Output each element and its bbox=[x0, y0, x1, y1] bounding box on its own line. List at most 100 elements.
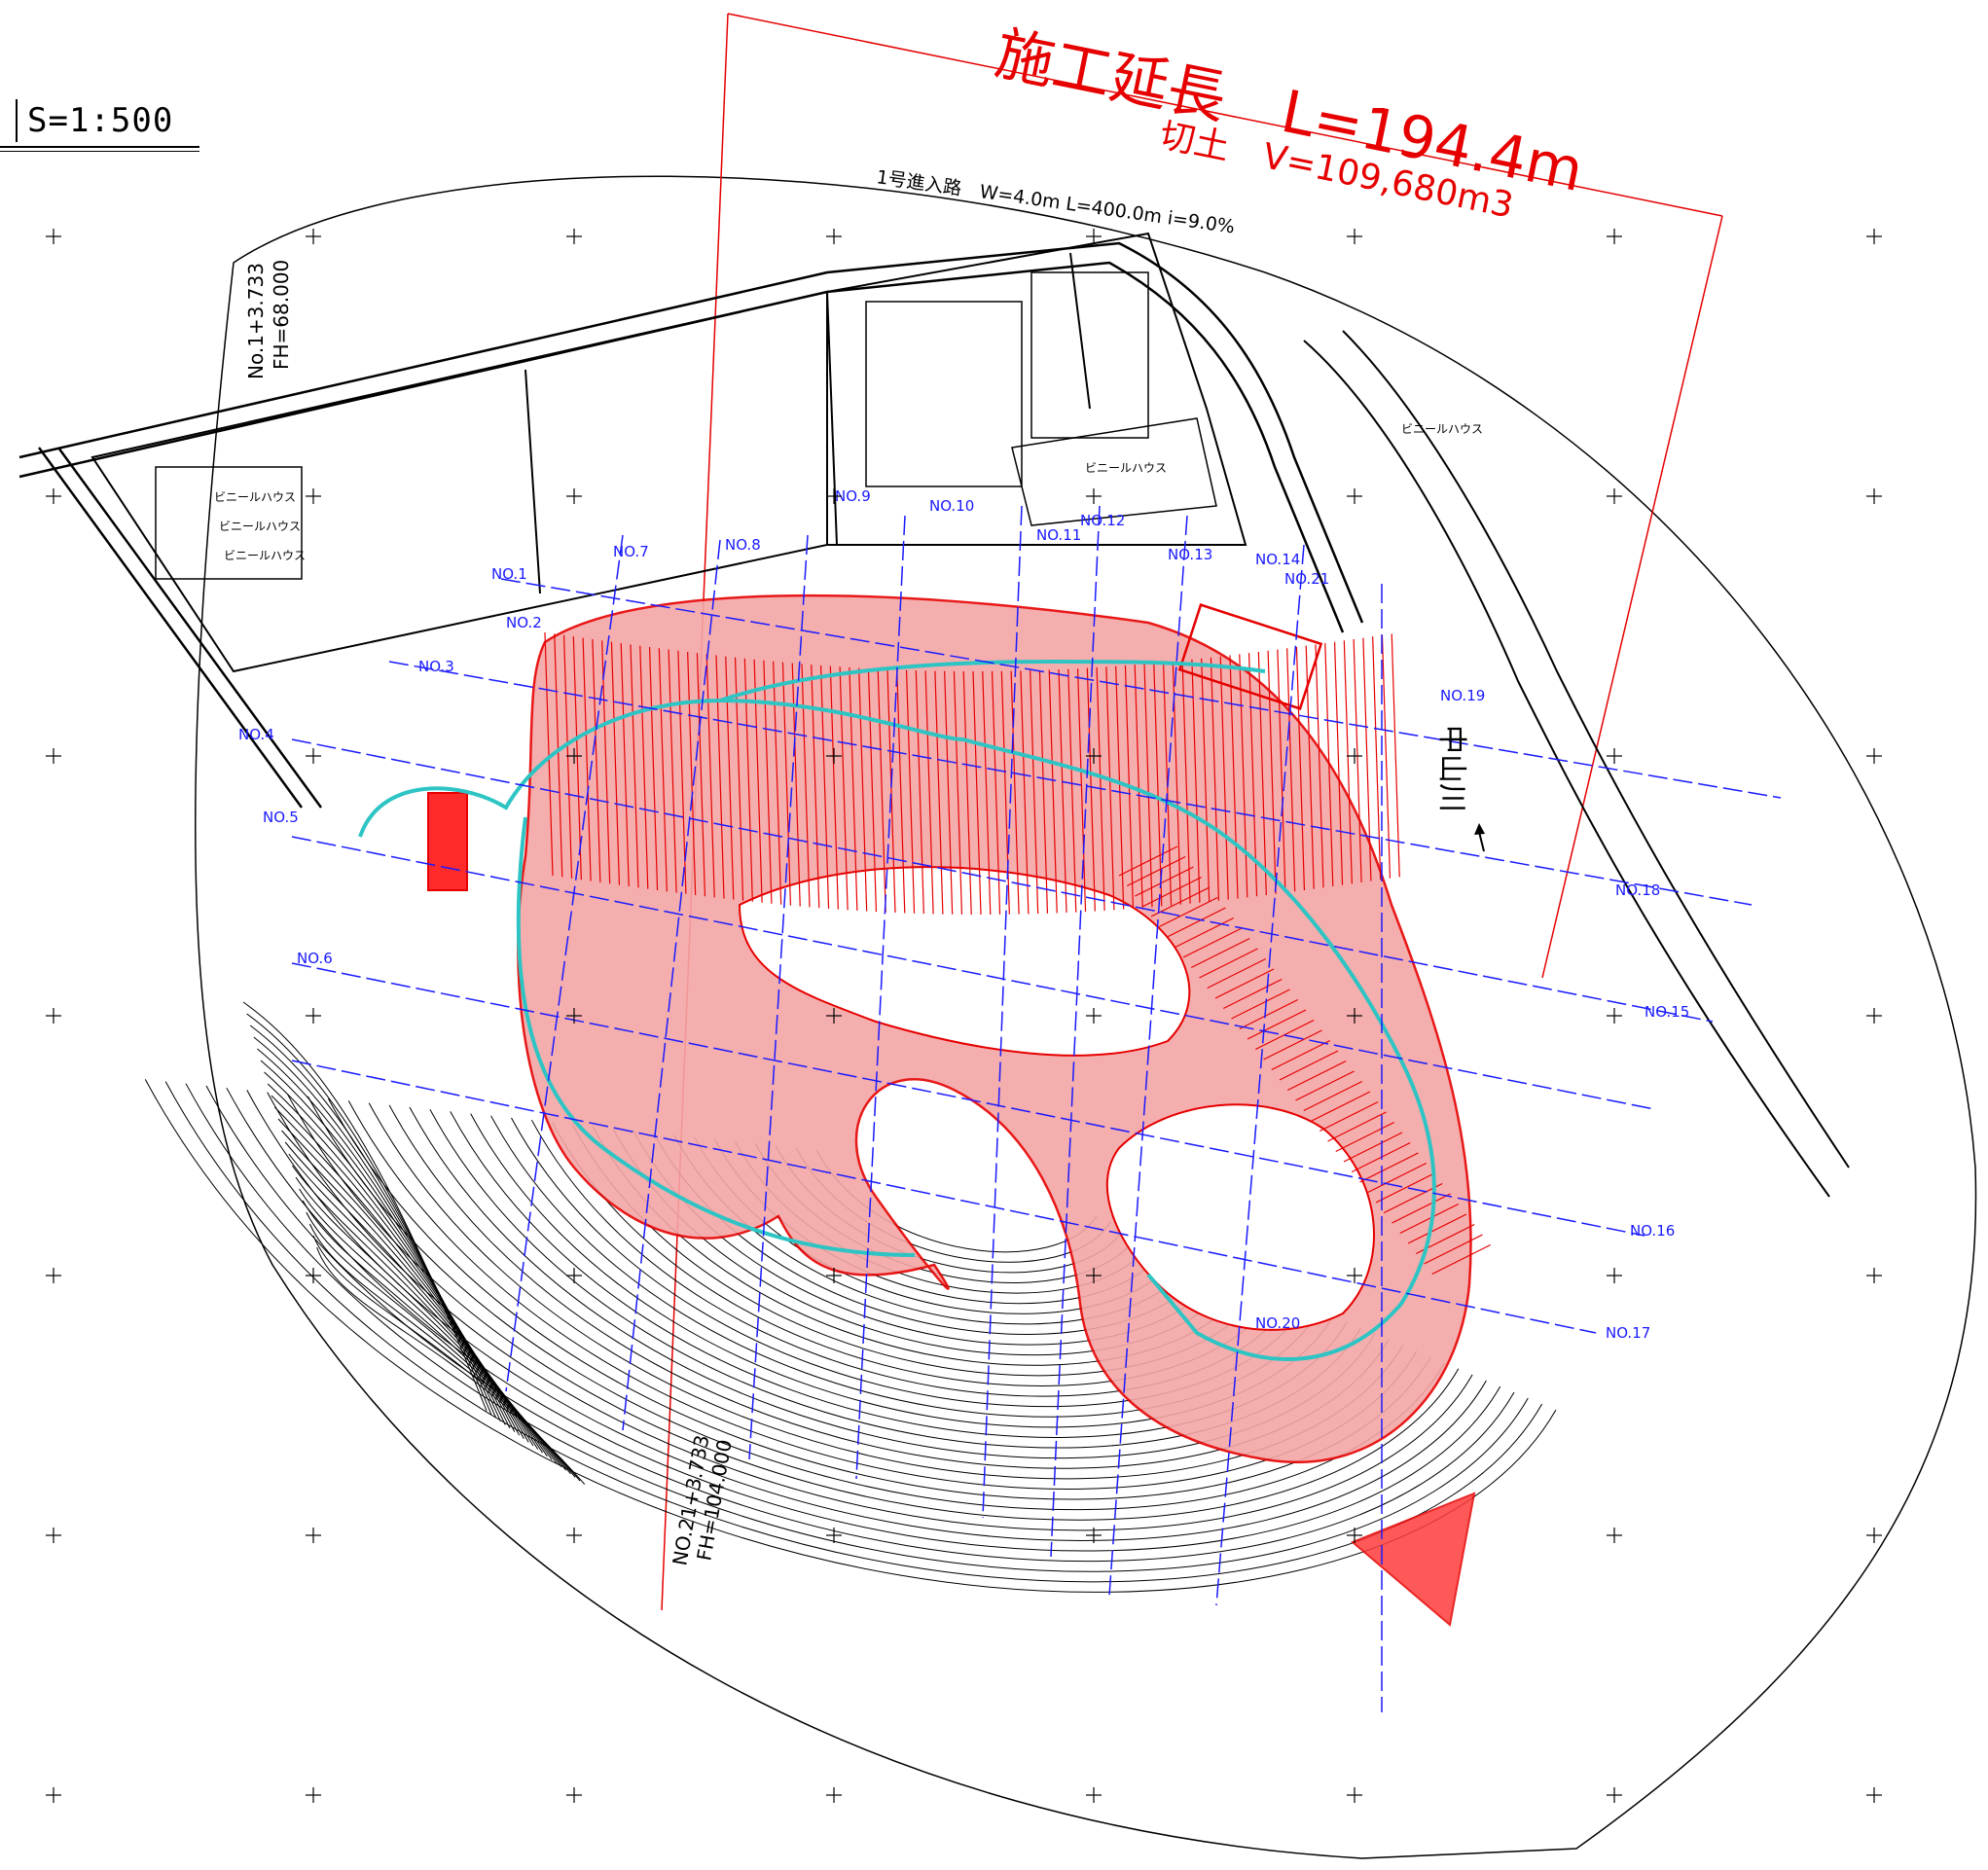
hatch-line bbox=[1222, 978, 1283, 1010]
hatch-line bbox=[905, 669, 916, 914]
hatch-line bbox=[1335, 1121, 1395, 1153]
section-line bbox=[505, 534, 624, 1392]
grid-cross-icon bbox=[306, 1008, 321, 1024]
section-label: NO.20 bbox=[1255, 1314, 1300, 1332]
greenhouse-label: ビニールハウス bbox=[214, 490, 296, 504]
greenhouse-label: ビニールハウス bbox=[1401, 422, 1483, 436]
hatch-line bbox=[1135, 866, 1194, 897]
hatch-line bbox=[1295, 646, 1306, 891]
hatch-line bbox=[1167, 907, 1226, 938]
section-label: NO.9 bbox=[835, 487, 871, 505]
hatch-line bbox=[1038, 669, 1049, 914]
hatch-line bbox=[1115, 665, 1125, 910]
hatch-line bbox=[1247, 1009, 1307, 1040]
hatch-line bbox=[819, 665, 830, 909]
scale-divider bbox=[16, 99, 18, 142]
hatch-line bbox=[610, 641, 621, 885]
river bbox=[1303, 330, 1850, 1198]
hatch-line bbox=[592, 638, 601, 882]
section-label: NO.2 bbox=[506, 614, 542, 631]
section-line bbox=[291, 962, 1645, 1237]
hatch-line bbox=[1086, 667, 1096, 912]
hatch-line bbox=[582, 637, 592, 881]
hatch-line bbox=[849, 666, 858, 911]
section-line bbox=[500, 578, 1782, 799]
project-boundary-curve bbox=[195, 175, 1977, 1859]
grid-cross-icon bbox=[46, 1528, 61, 1543]
section-label: NO.15 bbox=[1645, 1003, 1689, 1021]
hatch-line bbox=[734, 657, 744, 901]
hatch-line bbox=[839, 666, 849, 911]
contour-line bbox=[267, 1092, 1473, 1531]
hatch-line bbox=[1076, 668, 1087, 913]
contour-line bbox=[253, 1036, 501, 1422]
contour-line bbox=[205, 1085, 1515, 1563]
hatch-line bbox=[829, 665, 839, 910]
hatch-line bbox=[1239, 998, 1299, 1030]
hatch-line bbox=[1407, 1213, 1467, 1244]
hatch-line bbox=[1118, 845, 1178, 877]
section-line bbox=[622, 539, 721, 1431]
grid-cross-icon bbox=[306, 748, 321, 764]
section-line bbox=[1108, 515, 1188, 1597]
contour-line bbox=[316, 1246, 586, 1485]
hatch-line bbox=[1143, 664, 1153, 908]
hatch-line bbox=[801, 664, 811, 908]
scale-underline-thin bbox=[0, 151, 199, 152]
hatch-line bbox=[1191, 659, 1201, 903]
contour-line bbox=[299, 1188, 562, 1467]
hatch-line bbox=[1207, 957, 1267, 989]
road-spec-label: 1号進入路 W=4.0m L=400.0m i=9.0% bbox=[875, 166, 1236, 237]
hatch-line bbox=[1399, 1203, 1460, 1235]
hatch-line bbox=[743, 658, 753, 902]
grid-cross-icon bbox=[1866, 488, 1882, 504]
hatch-line bbox=[705, 654, 715, 898]
grid-cross-icon bbox=[566, 1528, 582, 1543]
hatch-line bbox=[630, 644, 639, 888]
grid-cross-icon bbox=[306, 229, 321, 244]
section-line bbox=[1215, 544, 1305, 1606]
grid-cross-icon bbox=[1607, 1787, 1622, 1803]
access-road bbox=[18, 241, 1364, 809]
hatch-line bbox=[1214, 968, 1275, 999]
hatch-line bbox=[1030, 670, 1039, 915]
hatch-line bbox=[1020, 670, 1030, 915]
hatch-line bbox=[1058, 669, 1067, 914]
hatch-line bbox=[944, 670, 954, 915]
hatch-line bbox=[1175, 917, 1235, 949]
hatch-line bbox=[1286, 1060, 1347, 1092]
section-label: NO.3 bbox=[418, 658, 454, 675]
cut-area-inner-top bbox=[738, 866, 1191, 1057]
section-label: NO.8 bbox=[725, 536, 761, 554]
hatch-line bbox=[1048, 669, 1058, 914]
grid-cross-icon bbox=[1866, 1528, 1882, 1543]
hatch-line bbox=[953, 670, 963, 915]
hatch-line bbox=[1153, 663, 1163, 907]
grid-cross-icon bbox=[826, 1268, 842, 1283]
hatch-line bbox=[1424, 1234, 1483, 1265]
hatch-line bbox=[1277, 649, 1286, 893]
section-label: NO.14 bbox=[1255, 551, 1300, 568]
hatch-line bbox=[1199, 948, 1258, 979]
grid-cross-icon bbox=[1086, 488, 1102, 504]
section-line bbox=[291, 738, 1714, 1023]
structure-hatch-left bbox=[427, 792, 468, 891]
field-parcels bbox=[90, 232, 1247, 673]
contour-line bbox=[226, 1087, 1501, 1552]
hatch-line bbox=[1392, 1193, 1451, 1224]
grid-cross-icon bbox=[46, 1008, 61, 1024]
hatch-line bbox=[1279, 1050, 1339, 1081]
hatch-line bbox=[982, 670, 992, 915]
cut-area-inner-bottom bbox=[1105, 1103, 1376, 1331]
scale-indicator: S=1:500 bbox=[0, 93, 199, 154]
section-label: NO.4 bbox=[238, 726, 274, 743]
hatch-line bbox=[972, 670, 982, 916]
grid-cross-icon bbox=[306, 1268, 321, 1283]
grid-cross-icon bbox=[306, 488, 321, 504]
grid-cross-icon bbox=[826, 229, 842, 244]
grid-cross-icon bbox=[566, 1268, 582, 1283]
start-station-label: No.1+3.733 bbox=[244, 263, 268, 379]
grid-cross-icon bbox=[826, 1528, 842, 1543]
contour-line bbox=[260, 1060, 511, 1429]
structure-hatch-right bbox=[1177, 603, 1323, 710]
